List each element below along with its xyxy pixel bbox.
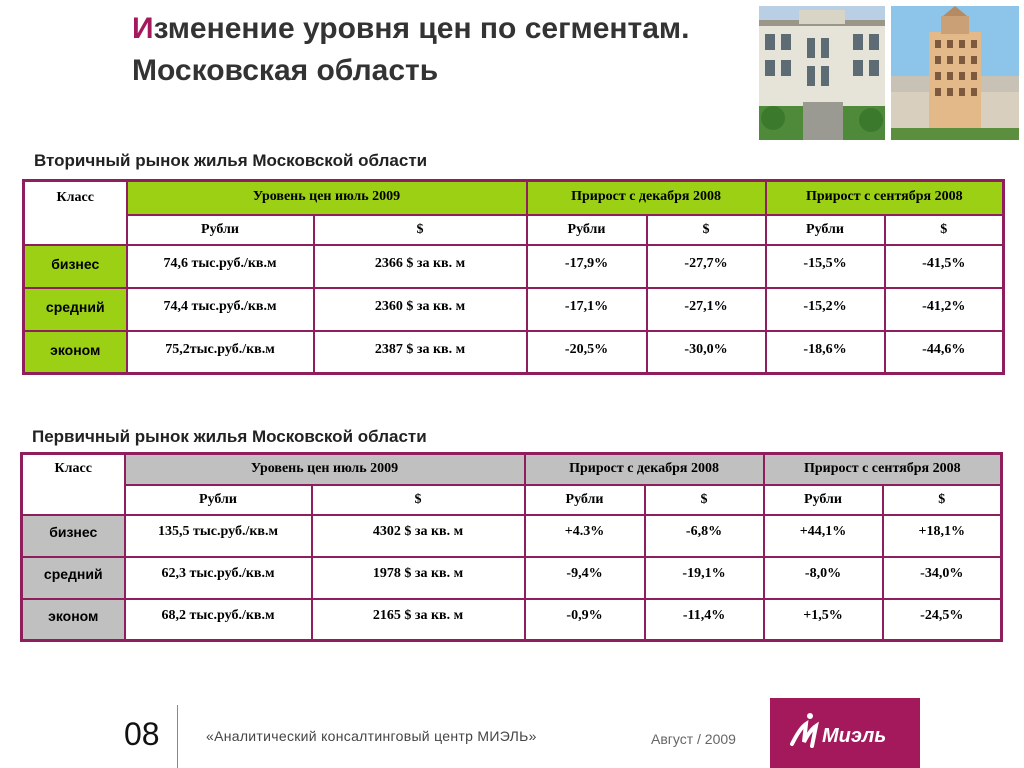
subheader-cell: Рубли bbox=[764, 213, 886, 246]
table-cell: +18,1% bbox=[881, 513, 1003, 558]
table-cell: 2366 $ за кв. м bbox=[312, 243, 528, 289]
table-row: средний 62,3 тыс.руб./кв.м 1978 $ за кв.… bbox=[20, 555, 1003, 600]
table-cell: -9,4% bbox=[523, 555, 646, 600]
table-row: бизнес 135,5 тыс.руб./кв.м 4302 $ за кв.… bbox=[20, 513, 1003, 558]
subheader-cell: Рубли bbox=[523, 483, 646, 516]
growth-september-header: Прирост с сентября 2008 bbox=[764, 179, 1005, 216]
class-column-header: Класс bbox=[20, 452, 126, 516]
subheader-cell: $ bbox=[645, 213, 767, 246]
tower-photo-icon bbox=[891, 6, 1019, 140]
table-cell: -15,2% bbox=[764, 286, 886, 332]
page-number: 08 bbox=[124, 716, 160, 752]
subheader-cell: $ bbox=[881, 483, 1003, 516]
table-cell: 2360 $ за кв. м bbox=[312, 286, 528, 332]
row-label: средний bbox=[22, 286, 128, 332]
table-cell: -41,5% bbox=[883, 243, 1005, 289]
table-cell: 4302 $ за кв. м bbox=[310, 513, 526, 558]
logo-text: Миэль bbox=[822, 725, 886, 747]
subheader-cell: $ bbox=[310, 483, 526, 516]
footer-organization: «Аналитический консалтинговый центр МИЭЛ… bbox=[206, 728, 537, 744]
subheader-cell: Рубли bbox=[125, 213, 315, 246]
table-cell: -18,6% bbox=[764, 329, 886, 375]
table-cell: -41,2% bbox=[883, 286, 1005, 332]
row-label: бизнес bbox=[20, 513, 126, 558]
secondary-market-heading: Вторичный рынок жилья Московской области bbox=[34, 151, 428, 170]
table-cell: -30,0% bbox=[645, 329, 767, 375]
table-cell: 75,2тыс.руб./кв.м bbox=[125, 329, 315, 375]
subheader-cell: Рубли bbox=[762, 483, 884, 516]
table-cell: -20,5% bbox=[525, 329, 648, 375]
table-cell: 68,2 тыс.руб./кв.м bbox=[123, 597, 313, 642]
price-level-header: Уровень цен июль 2009 bbox=[125, 179, 528, 216]
row-label: эконом bbox=[20, 597, 126, 642]
table-cell: -0,9% bbox=[523, 597, 646, 642]
table-row: средний 74,4 тыс.руб./кв.м 2360 $ за кв.… bbox=[22, 286, 1005, 332]
primary-market-table: Класс Уровень цен июль 2009 Прирост с де… bbox=[20, 452, 1004, 642]
table-row: бизнес 74,6 тыс.руб./кв.м 2366 $ за кв. … bbox=[22, 243, 1005, 289]
subheader-cell: $ bbox=[643, 483, 765, 516]
building-photo-icon bbox=[759, 6, 885, 140]
table-cell: 2165 $ за кв. м bbox=[310, 597, 526, 642]
table-cell: -11,4% bbox=[643, 597, 765, 642]
table-row: эконом 75,2тыс.руб./кв.м 2387 $ за кв. м… bbox=[22, 329, 1005, 375]
subheader-cell: Рубли bbox=[525, 213, 648, 246]
page-title: Изменение уровня цен по сегментам. Моско… bbox=[132, 8, 732, 92]
table-cell: 2387 $ за кв. м bbox=[312, 329, 528, 375]
subheader-cell: Рубли bbox=[123, 483, 313, 516]
row-label: бизнес bbox=[22, 243, 128, 289]
table-cell: -17,1% bbox=[525, 286, 648, 332]
subheader-cell: $ bbox=[883, 213, 1005, 246]
table-cell: -8,0% bbox=[762, 555, 884, 600]
title-rest: зменение уровня цен по сегментам. Москов… bbox=[132, 12, 690, 87]
primary-market-heading: Первичный рынок жилья Московской области bbox=[32, 427, 427, 446]
footer-divider bbox=[177, 705, 178, 768]
class-column-header: Класс bbox=[22, 179, 128, 246]
table-cell: 1978 $ за кв. м bbox=[310, 555, 526, 600]
growth-september-header: Прирост с сентября 2008 bbox=[762, 452, 1003, 486]
table-cell: 74,6 тыс.руб./кв.м bbox=[125, 243, 315, 289]
miel-logo: Миэль bbox=[770, 698, 920, 768]
table-header-row: Класс Уровень цен июль 2009 Прирост с де… bbox=[22, 179, 1005, 246]
table-cell: -27,1% bbox=[645, 286, 767, 332]
table-cell: -24,5% bbox=[881, 597, 1003, 642]
table-cell: 74,4 тыс.руб./кв.м bbox=[125, 286, 315, 332]
row-label: эконом bbox=[22, 329, 128, 375]
title-first-letter: И bbox=[132, 12, 154, 45]
table-cell: -27,7% bbox=[645, 243, 767, 289]
growth-december-header: Прирост с декабря 2008 bbox=[525, 179, 767, 216]
growth-december-header: Прирост с декабря 2008 bbox=[523, 452, 765, 486]
table-cell: +4.3% bbox=[523, 513, 646, 558]
table-cell: -19,1% bbox=[643, 555, 765, 600]
table-cell: 135,5 тыс.руб./кв.м bbox=[123, 513, 313, 558]
table-cell: 62,3 тыс.руб./кв.м bbox=[123, 555, 313, 600]
footer-date: Август / 2009 bbox=[651, 731, 736, 747]
price-level-header: Уровень цен июль 2009 bbox=[123, 452, 526, 486]
table-cell: -44,6% bbox=[883, 329, 1005, 375]
table-cell: -17,9% bbox=[525, 243, 648, 289]
table-cell: +44,1% bbox=[762, 513, 884, 558]
table-row: эконом 68,2 тыс.руб./кв.м 2165 $ за кв. … bbox=[20, 597, 1003, 642]
secondary-market-table: Класс Уровень цен июль 2009 Прирост с де… bbox=[22, 179, 1006, 375]
table-header-row: Класс Уровень цен июль 2009 Прирост с де… bbox=[20, 452, 1003, 516]
table-cell: +1,5% bbox=[762, 597, 884, 642]
table-subheader-row: Рубли $ Рубли $ Рубли $ bbox=[24, 213, 1005, 246]
row-label: средний bbox=[20, 555, 126, 600]
table-cell: -34,0% bbox=[881, 555, 1003, 600]
table-cell: -6,8% bbox=[643, 513, 765, 558]
table-subheader-row: Рубли $ Рубли $ Рубли $ bbox=[22, 483, 1003, 516]
subheader-cell: $ bbox=[312, 213, 528, 246]
table-cell: -15,5% bbox=[764, 243, 886, 289]
